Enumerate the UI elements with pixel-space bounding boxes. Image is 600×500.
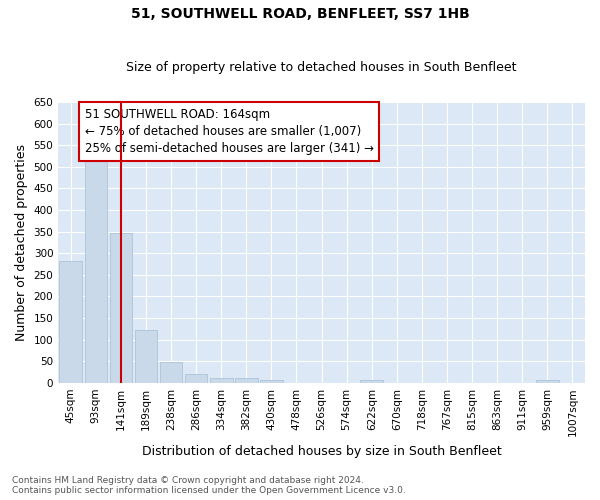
Bar <box>160 362 182 383</box>
Bar <box>85 158 107 383</box>
Text: 51 SOUTHWELL ROAD: 164sqm
← 75% of detached houses are smaller (1,007)
25% of se: 51 SOUTHWELL ROAD: 164sqm ← 75% of detac… <box>85 108 374 154</box>
Bar <box>185 374 208 383</box>
Bar <box>59 261 82 383</box>
Bar <box>235 378 257 383</box>
Y-axis label: Number of detached properties: Number of detached properties <box>15 144 28 341</box>
Text: Contains HM Land Registry data © Crown copyright and database right 2024.
Contai: Contains HM Land Registry data © Crown c… <box>12 476 406 495</box>
Text: 51, SOUTHWELL ROAD, BENFLEET, SS7 1HB: 51, SOUTHWELL ROAD, BENFLEET, SS7 1HB <box>131 8 469 22</box>
Bar <box>210 378 233 383</box>
Bar <box>110 233 132 383</box>
X-axis label: Distribution of detached houses by size in South Benfleet: Distribution of detached houses by size … <box>142 444 502 458</box>
Bar <box>260 380 283 383</box>
Bar <box>134 330 157 383</box>
Title: Size of property relative to detached houses in South Benfleet: Size of property relative to detached ho… <box>127 62 517 74</box>
Bar <box>536 380 559 383</box>
Bar <box>361 380 383 383</box>
